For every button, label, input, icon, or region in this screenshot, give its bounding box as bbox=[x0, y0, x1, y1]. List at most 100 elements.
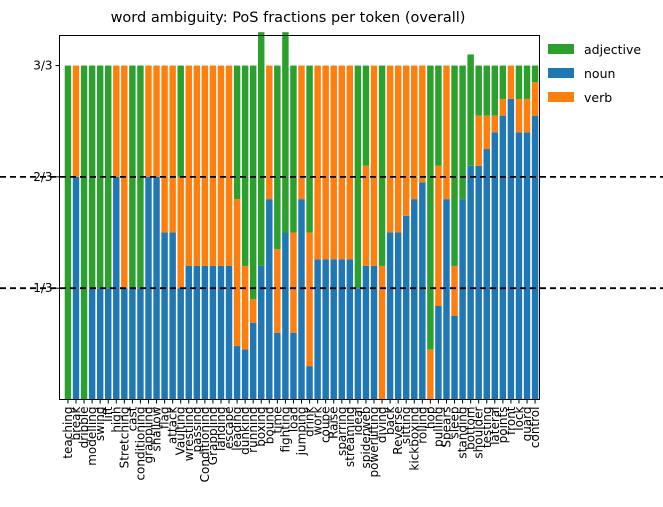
bar-verb-22 bbox=[241, 265, 249, 350]
x-tick-label-44: rolling bbox=[415, 407, 429, 444]
bar-noun-22 bbox=[241, 349, 249, 400]
bar-adjective-48 bbox=[451, 65, 458, 266]
bar-noun-7 bbox=[121, 288, 128, 400]
bar-noun-15 bbox=[185, 265, 192, 400]
bar-verb-35 bbox=[346, 65, 354, 260]
bar-adjective-26 bbox=[274, 65, 281, 250]
x-tick-label-26: time bbox=[270, 407, 284, 434]
bar-verb-41 bbox=[394, 65, 402, 233]
bar-adjective-56 bbox=[515, 65, 523, 99]
bar-noun-31 bbox=[314, 259, 321, 400]
x-tick-label-42: sitting bbox=[399, 407, 413, 445]
bar-noun-27 bbox=[282, 232, 289, 400]
bar-adjective-2 bbox=[80, 65, 88, 400]
bar-adjective-50 bbox=[467, 54, 474, 166]
bar-adjective-30 bbox=[306, 65, 313, 233]
bar-verb-55 bbox=[507, 65, 515, 99]
legend-swatch-adjective bbox=[548, 44, 574, 54]
bar-verb-42 bbox=[402, 65, 410, 216]
bar-noun-30 bbox=[306, 366, 313, 400]
bar-verb-31 bbox=[314, 65, 321, 260]
x-tick-label-58: control bbox=[528, 407, 542, 449]
bar-adjective-52 bbox=[483, 65, 490, 116]
bar-verb-18 bbox=[209, 65, 217, 266]
x-tick-label-55: front bbox=[504, 406, 518, 435]
bar-adjective-45 bbox=[427, 65, 434, 350]
x-tick-label-10: grappling bbox=[141, 407, 155, 464]
bar-noun-38 bbox=[370, 265, 378, 400]
bar-noun-48 bbox=[451, 316, 458, 400]
bar-verb-16 bbox=[193, 65, 201, 266]
bar-noun-1 bbox=[72, 176, 80, 400]
x-tick-label-9: conditioning bbox=[133, 407, 147, 481]
bar-noun-11 bbox=[153, 176, 160, 400]
bar-verb-1 bbox=[72, 65, 80, 177]
bar-noun-40 bbox=[386, 232, 394, 400]
x-tick-label-17: Conditioning bbox=[198, 407, 212, 483]
bar-adjective-21 bbox=[233, 65, 241, 200]
bar-verb-40 bbox=[386, 65, 394, 233]
bar-noun-51 bbox=[475, 165, 482, 400]
bar-noun-12 bbox=[161, 232, 168, 400]
x-tick-label-32: coupe bbox=[319, 407, 333, 444]
bar-verb-48 bbox=[451, 265, 458, 317]
bar-verb-23 bbox=[249, 299, 257, 323]
x-tick-label-45: hop bbox=[423, 407, 437, 430]
x-tick-label-31: work bbox=[311, 406, 325, 435]
bar-noun-54 bbox=[499, 115, 507, 400]
x-tick-label-28: load bbox=[286, 407, 300, 433]
bar-adjective-53 bbox=[491, 65, 499, 116]
bar-noun-58 bbox=[531, 115, 539, 400]
x-tick-label-37: spiderweb bbox=[359, 407, 373, 469]
legend-label-noun: noun bbox=[584, 66, 615, 81]
x-tick-label-15: wrestling bbox=[182, 407, 196, 462]
x-tick-label-51: shoulder bbox=[472, 406, 486, 458]
bar-adjective-27 bbox=[282, 32, 289, 233]
bar-verb-53 bbox=[491, 115, 499, 133]
bar-adjective-28 bbox=[290, 65, 297, 233]
x-tick-label-4: swing bbox=[93, 407, 107, 442]
bar-verb-19 bbox=[217, 65, 225, 266]
x-tick-label-24: boxing bbox=[254, 407, 268, 447]
bar-noun-13 bbox=[169, 232, 176, 400]
x-tick-label-38: powerlifting bbox=[367, 407, 381, 478]
bar-verb-56 bbox=[515, 98, 523, 133]
bar-adjective-37 bbox=[362, 65, 370, 166]
bar-adjective-58 bbox=[531, 65, 539, 83]
bar-verb-52 bbox=[483, 115, 490, 150]
bar-noun-41 bbox=[394, 232, 402, 400]
bar-verb-14 bbox=[177, 176, 184, 289]
bar-verb-47 bbox=[443, 65, 450, 200]
bar-verb-39 bbox=[378, 265, 386, 400]
bar-verb-28 bbox=[290, 232, 297, 333]
bar-verb-37 bbox=[362, 165, 370, 266]
x-tick-label-39: diving bbox=[375, 407, 389, 444]
x-tick-label-52: testing bbox=[480, 407, 494, 449]
y-tick-label-2: 3/3 bbox=[33, 59, 52, 73]
x-tick-label-57: guard bbox=[520, 407, 534, 442]
bar-noun-14 bbox=[177, 288, 184, 400]
bar-verb-34 bbox=[338, 65, 345, 260]
legend-swatch-noun bbox=[548, 68, 574, 78]
bar-noun-53 bbox=[491, 132, 499, 400]
x-tick-label-13: attack bbox=[166, 406, 180, 444]
legend-label-adjective: adjective bbox=[584, 42, 641, 57]
bar-adjective-57 bbox=[523, 65, 531, 99]
bar-noun-32 bbox=[322, 259, 329, 400]
bar-verb-38 bbox=[370, 65, 378, 266]
bar-noun-36 bbox=[354, 288, 362, 400]
bar-adjective-0 bbox=[64, 65, 72, 400]
x-tick-label-16: passing bbox=[190, 407, 204, 453]
bar-verb-21 bbox=[233, 199, 241, 347]
x-tick-label-21: leading bbox=[230, 407, 244, 451]
bar-verb-33 bbox=[330, 65, 337, 260]
x-tick-label-23: running bbox=[246, 407, 260, 453]
bar-noun-49 bbox=[459, 199, 466, 400]
bar-noun-29 bbox=[298, 199, 305, 400]
x-tick-label-43: kickboxing bbox=[407, 407, 421, 471]
bar-noun-28 bbox=[290, 332, 297, 400]
x-tick-label-25: bound bbox=[262, 407, 276, 445]
x-tick-label-48: sleep bbox=[448, 407, 462, 439]
plot-frame bbox=[59, 35, 540, 400]
